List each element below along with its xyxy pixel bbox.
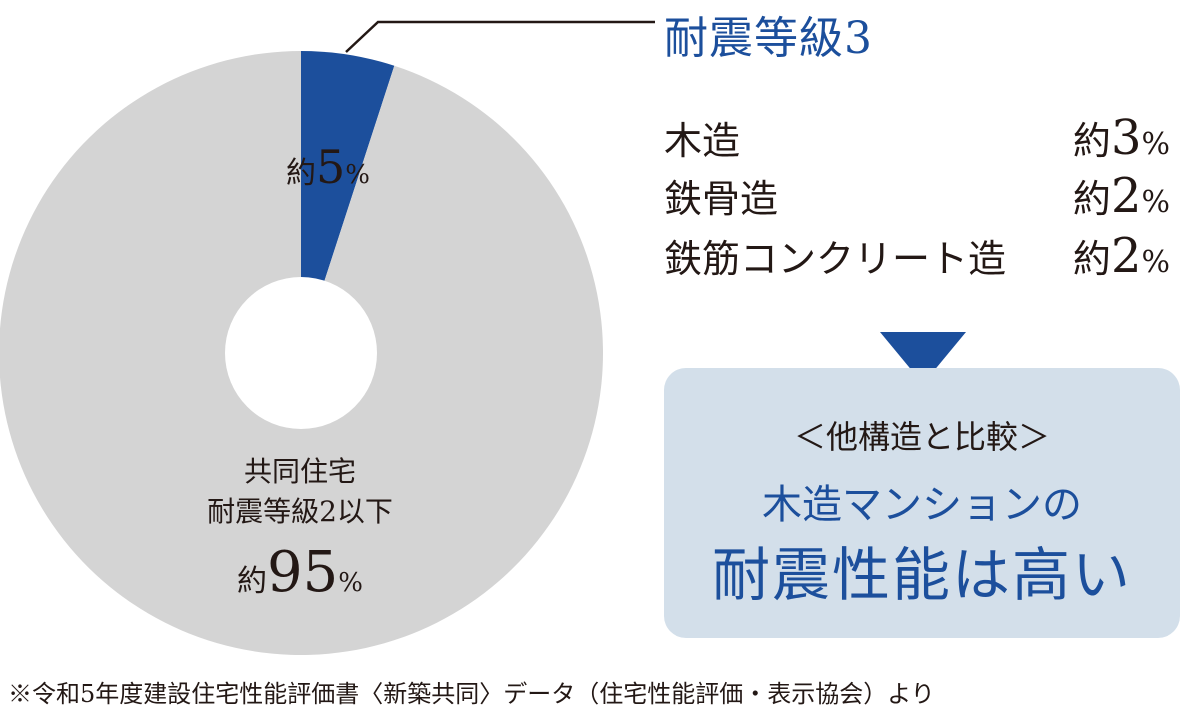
pie-center-hole	[225, 277, 377, 429]
breakdown-row-rc: 鉄筋コンクリート造 約2%	[664, 228, 1170, 284]
callout-leader-line	[345, 20, 655, 53]
slice-label-grade3: 約5%	[286, 140, 370, 194]
comparison-headline: 耐震性能は高い	[711, 541, 1132, 609]
source-footnote: ※令和5年度建設住宅性能評価書〈新築共同〉データ（住宅性能評価・表示協会）より	[8, 680, 935, 708]
pie-slice-0	[301, 51, 395, 353]
slice-label-value: 約95%	[237, 540, 363, 605]
comparison-subtitle: ＜他構造と比較＞	[793, 418, 1050, 456]
slice-label-title: 共同住宅 耐震等級2以下	[207, 455, 393, 528]
callout-title: 耐震等級3	[664, 13, 873, 64]
slice-label-grade2-or-lower: 共同住宅 耐震等級2以下 約95%	[150, 452, 450, 605]
breakdown-row-steel: 鉄骨造 約2%	[664, 168, 1170, 224]
breakdown-value: 約2%	[1072, 168, 1170, 224]
breakdown-row-wood: 木造 約3%	[664, 110, 1170, 166]
comparison-box: ＜他構造と比較＞ 木造マンションの 耐震性能は高い	[664, 368, 1180, 638]
breakdown-value: 約2%	[1072, 228, 1170, 284]
breakdown-value: 約3%	[1072, 110, 1170, 166]
comparison-line1: 木造マンションの	[762, 482, 1082, 528]
